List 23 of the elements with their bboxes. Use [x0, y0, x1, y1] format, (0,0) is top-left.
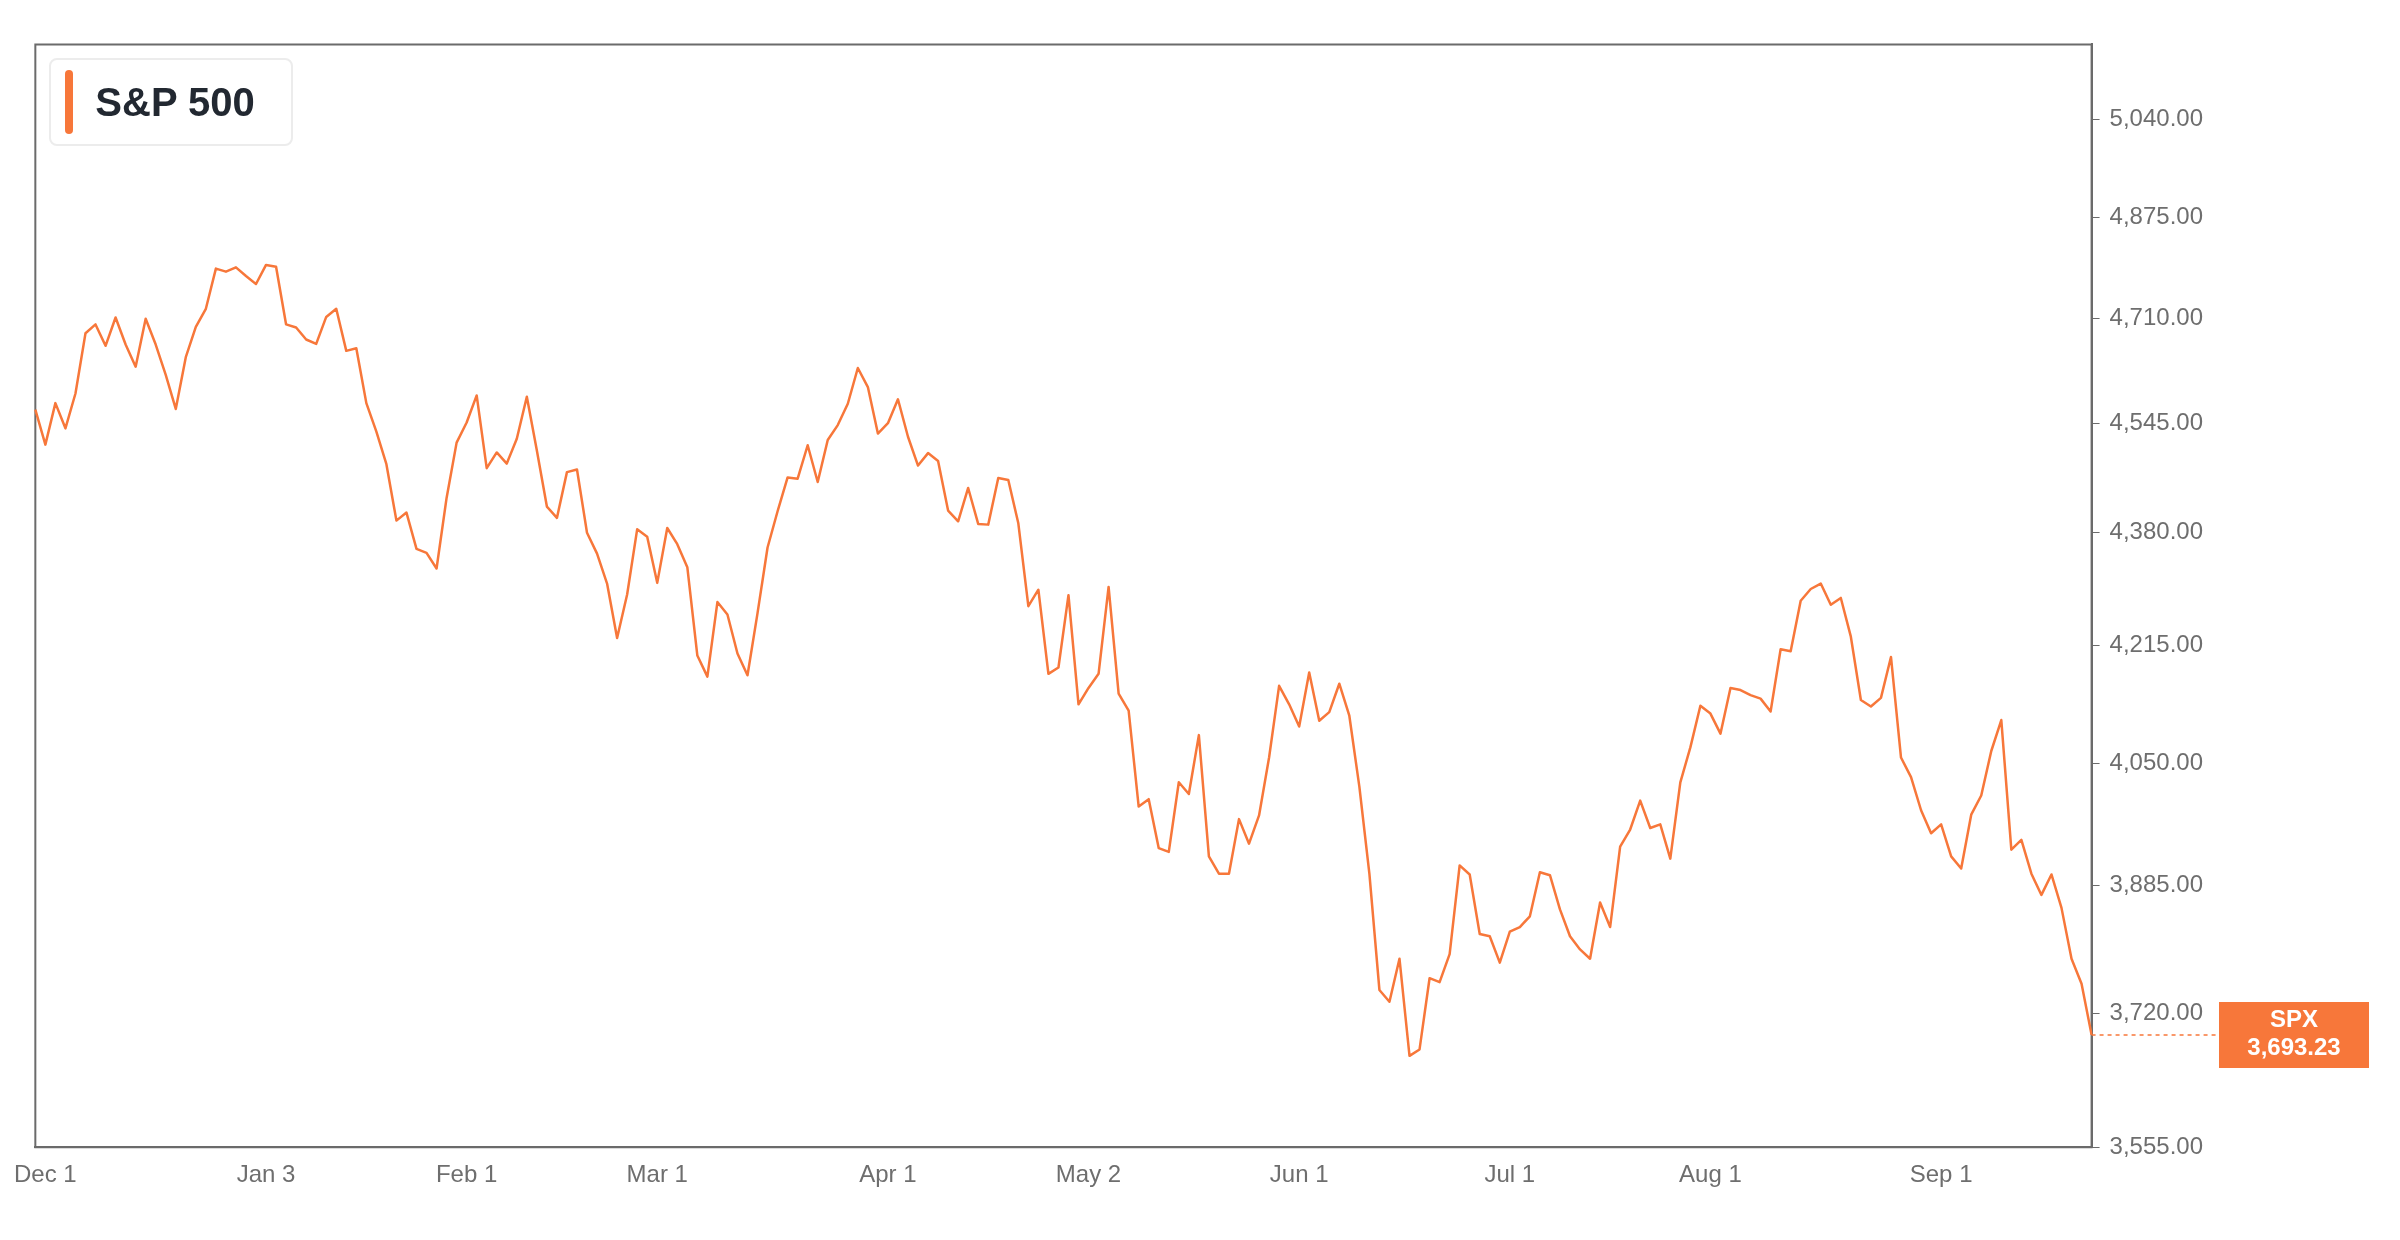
x-tick-label: Jun 1	[1269, 1160, 1329, 1188]
y-tick-label: 4,050.00	[2109, 747, 2203, 775]
x-tick-label: Mar 1	[626, 1160, 688, 1188]
y-tick-label: 4,710.00	[2109, 303, 2203, 331]
legend-label: S&P 500	[95, 79, 255, 125]
x-tick-label: Apr 1	[859, 1160, 917, 1188]
y-tick-label: 3,555.00	[2109, 1131, 2203, 1159]
y-tick-label: 3,885.00	[2109, 870, 2203, 898]
x-tick-label: Aug 1	[1679, 1160, 1742, 1188]
x-tick-label: Jan 3	[236, 1160, 296, 1188]
x-tick-label: Dec 1	[14, 1160, 77, 1188]
y-tick-label: 4,875.00	[2109, 202, 2203, 230]
y-tick-label: 4,545.00	[2109, 408, 2203, 436]
y-tick-label: 4,380.00	[2109, 517, 2203, 545]
y-tick-label: 3,720.00	[2109, 998, 2203, 1026]
x-tick-label: Feb 1	[435, 1160, 498, 1188]
x-tick-label: Jul 1	[1484, 1160, 1536, 1188]
y-tick-label: 5,040.00	[2109, 104, 2203, 132]
data-label: 3,693.23	[2247, 1033, 2341, 1061]
x-tick-label: May 2	[1055, 1160, 1122, 1188]
y-tick-label: 4,215.00	[2109, 630, 2203, 658]
text: SPX	[2269, 1005, 2319, 1033]
x-tick-label: Sep 1	[1909, 1160, 1973, 1188]
